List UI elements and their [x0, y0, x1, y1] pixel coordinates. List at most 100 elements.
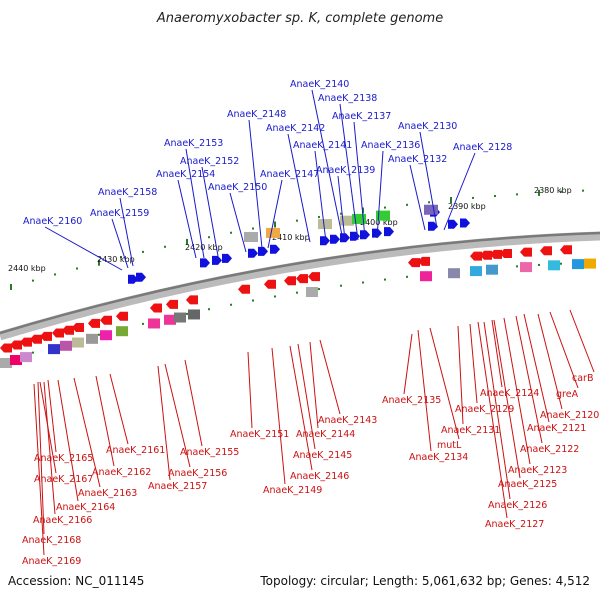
- label-leader-line: [319, 339, 341, 415]
- gene-label: AnaeK_2145: [293, 450, 352, 461]
- tick-mark: [516, 265, 518, 268]
- tick-mark: [406, 275, 408, 278]
- minus-gene-arrow: [88, 318, 100, 328]
- tick-label-2380: 2380 kbp: [534, 186, 572, 195]
- gene-function-strip: [100, 330, 112, 341]
- gene-label: AnaeK_2134: [409, 452, 468, 463]
- minus-gene-arrow: [150, 303, 162, 313]
- minus-gene-arrow: [296, 274, 308, 284]
- gene-function-strip: [48, 344, 60, 355]
- label-leader-line: [409, 164, 426, 231]
- gene-label: AnaeK_2167: [34, 474, 93, 485]
- gene-function-strip: [148, 318, 160, 329]
- label-leader-line: [44, 226, 123, 271]
- gene-function-strip: [424, 204, 438, 215]
- label-leader-line: [184, 359, 203, 447]
- gene-function-strip: [548, 260, 560, 271]
- gene-label: AnaeK_2152: [180, 156, 239, 167]
- map-title: Anaeromyxobacter sp. K, complete genome: [156, 11, 443, 26]
- minus-gene-arrow: [116, 311, 128, 321]
- minus-gene-arrow: [408, 258, 420, 268]
- gene-label: AnaeK_2138: [318, 93, 377, 104]
- gene-label: carB: [572, 373, 593, 384]
- label-leader-line: [537, 313, 563, 410]
- label-leader-line: [177, 179, 197, 259]
- gene-label: AnaeK_2169: [22, 556, 81, 567]
- tick-mark: [296, 219, 298, 222]
- gene-label: AnaeK_2123: [508, 465, 567, 476]
- tick-mark: [208, 308, 210, 311]
- label-leader-line: [157, 365, 171, 481]
- label-leader-line: [483, 321, 511, 500]
- tick-mark: [582, 189, 584, 192]
- gene-label: AnaeK_2166: [33, 515, 92, 526]
- gene-label: AnaeK_2162: [92, 467, 151, 478]
- tick-mark: [406, 203, 408, 206]
- label-leader-line: [549, 311, 579, 389]
- label-leader-line: [119, 197, 134, 267]
- label-leader-line: [33, 383, 45, 556]
- label-leader-line: [43, 381, 56, 515]
- minus-gene-arrow: [20, 337, 32, 347]
- tick-mark: [450, 197, 452, 203]
- genome-backbone: [0, 231, 600, 341]
- tick-label-2420: 2420 kbp: [185, 243, 223, 252]
- gene-function-strip: [188, 309, 200, 320]
- tick-mark: [186, 238, 188, 245]
- gene-function-strip: [572, 259, 584, 270]
- label-leader-line: [569, 309, 595, 373]
- plus-gene-arrow: [330, 234, 340, 244]
- minus-gene-arrow: [40, 331, 52, 341]
- gene-label: AnaeK_2149: [263, 485, 322, 496]
- tick-mark: [472, 196, 474, 199]
- label-leader-line: [457, 325, 464, 425]
- tick-mark: [340, 212, 342, 215]
- gene-function-strip: [470, 266, 482, 277]
- gene-function-strip: [72, 337, 84, 348]
- minus-gene-arrow: [0, 343, 12, 353]
- label-leader-line: [493, 319, 521, 479]
- tick-mark: [142, 322, 144, 325]
- label-leader-line: [247, 351, 253, 429]
- label-leader-line: [443, 152, 476, 231]
- plus-gene-arrow: [384, 227, 394, 237]
- minus-gene-arrow: [418, 256, 430, 266]
- gene-label: AnaeK_2148: [227, 109, 286, 120]
- label-leader-line: [515, 315, 543, 444]
- label-leader-line: [309, 341, 319, 429]
- gene-function-strip: [86, 333, 98, 344]
- label-leader-line: [185, 148, 205, 259]
- gene-label: AnaeK_2147: [260, 169, 319, 180]
- gene-label: AnaeK_2141: [293, 140, 352, 151]
- gene-label: AnaeK_2146: [290, 471, 349, 482]
- gene-label: AnaeK_2155: [180, 447, 239, 458]
- label-leader-line: [57, 379, 79, 502]
- gene-function-strip: [520, 262, 532, 273]
- accession-text: Accession: NC_011145: [8, 574, 144, 588]
- label-leader-line: [111, 218, 129, 269]
- gene-label: AnaeK_2164: [56, 502, 115, 513]
- minus-gene-arrow: [30, 334, 42, 344]
- plus-gene-arrow: [222, 253, 232, 263]
- tick-mark: [560, 190, 562, 193]
- label-leader-line: [271, 347, 286, 485]
- minus-gene-arrow: [500, 249, 512, 259]
- label-leader-line: [477, 321, 508, 519]
- label-leader-line: [523, 313, 550, 423]
- minus-gene-arrow: [264, 279, 276, 289]
- gene-function-strip: [376, 210, 390, 221]
- label-leader-line: [164, 363, 191, 468]
- gene-function-strip: [420, 271, 432, 282]
- minus-gene-arrow: [52, 328, 64, 338]
- label-leader-line: [311, 89, 344, 241]
- minus-gene-arrow: [520, 247, 532, 257]
- tick-mark: [340, 284, 342, 287]
- plus-gene-arrow: [448, 219, 458, 229]
- gene-label: AnaeK_2128: [453, 142, 512, 153]
- tick-mark: [230, 231, 232, 234]
- gene-label: AnaeK_2156: [168, 468, 227, 479]
- gene-function-strip: [244, 232, 258, 243]
- gene-function-strip: [0, 358, 12, 368]
- minus-gene-arrow: [186, 295, 198, 305]
